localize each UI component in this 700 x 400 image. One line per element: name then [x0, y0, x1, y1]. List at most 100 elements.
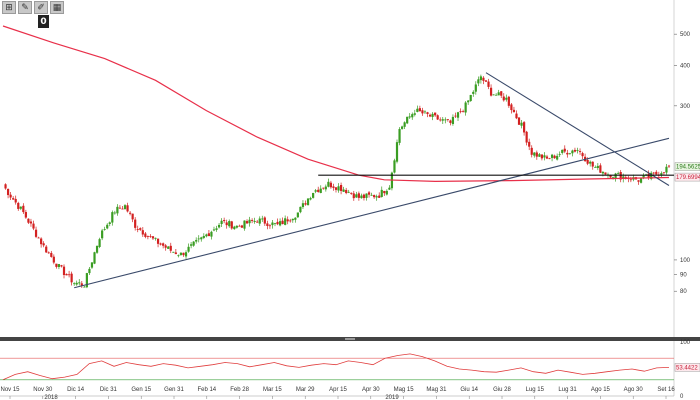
candle-body	[332, 186, 335, 188]
candle-body	[238, 225, 241, 227]
pen-icon: ✐	[37, 2, 45, 13]
candle-body	[619, 172, 622, 180]
x-tick-label: Dic 31	[100, 387, 118, 393]
candle-body	[568, 153, 571, 155]
candle-body	[289, 220, 292, 222]
rsi-tick-label: 0	[680, 394, 684, 400]
candle-body	[192, 241, 195, 246]
candle-body	[131, 213, 134, 220]
x-tick-label: Lug 31	[558, 387, 577, 393]
candle-body	[436, 115, 439, 120]
candle-body	[345, 189, 348, 194]
candle-body	[47, 252, 50, 254]
tb-btn-3[interactable]: ▦	[50, 1, 64, 14]
candle-body	[367, 192, 371, 195]
candle-body	[601, 171, 605, 174]
candle-body	[474, 84, 477, 92]
candle-body	[586, 159, 589, 164]
candle-body	[9, 194, 12, 198]
x-tick-label: Mag 31	[426, 387, 447, 393]
candle-body	[561, 149, 564, 153]
candle-body	[553, 155, 556, 159]
x-tick-label: Ago 15	[591, 387, 611, 393]
candle-body	[507, 96, 510, 106]
candle-body	[182, 252, 185, 256]
candle-body	[655, 171, 658, 175]
candle-body	[139, 228, 142, 230]
rsi-line	[2, 353, 670, 381]
candle-body	[329, 182, 333, 188]
candle-body	[212, 229, 216, 231]
candle-body	[512, 109, 516, 113]
candle-body	[525, 131, 528, 143]
candle-body	[464, 102, 467, 113]
indicator-badge[interactable]: 0	[38, 15, 49, 28]
candle-body	[461, 111, 465, 113]
x-tick-label: Gen 15	[131, 387, 151, 393]
candle-body	[604, 172, 607, 175]
trendline	[485, 72, 670, 186]
candle-body	[339, 185, 343, 191]
year-label: 2018	[44, 395, 58, 400]
candle-body	[217, 224, 221, 228]
candle-body	[220, 220, 223, 225]
candle-body	[434, 112, 437, 116]
candle-body	[184, 252, 188, 257]
x-tick-label: Apr 30	[362, 387, 380, 393]
candle-body	[151, 236, 155, 239]
y-tick-label: 100	[680, 258, 691, 264]
candle-body	[22, 205, 25, 213]
candle-body	[456, 112, 460, 118]
candle-body	[479, 76, 482, 81]
candle-body	[57, 264, 61, 267]
candle-body	[535, 152, 538, 157]
candle-body	[510, 104, 513, 111]
pencil-icon: ✎	[21, 2, 29, 13]
candle-body	[230, 221, 233, 229]
candle-body	[106, 224, 109, 229]
tb-btn-2[interactable]: ✐	[34, 1, 48, 14]
candle-body	[373, 195, 376, 198]
candle-body	[545, 156, 549, 159]
candle-body	[378, 195, 381, 198]
candle-body	[573, 149, 577, 152]
candle-body	[533, 152, 536, 156]
candle-body	[90, 262, 94, 268]
candle-body	[93, 252, 96, 264]
candle-body	[576, 150, 579, 151]
candle-body	[395, 142, 399, 162]
candle-body	[517, 117, 521, 125]
candle-body	[642, 175, 645, 178]
candle-body	[578, 151, 582, 153]
candle-body	[375, 196, 378, 198]
rsi-tick-label: 100	[680, 340, 691, 346]
candle-body	[439, 119, 442, 121]
tb-btn-1[interactable]: ✎	[18, 1, 32, 14]
candle-body	[164, 245, 167, 248]
candle-body	[472, 91, 475, 94]
candle-body	[210, 231, 213, 237]
candle-body	[322, 187, 325, 189]
candle-body	[271, 222, 274, 226]
candle-body	[304, 203, 307, 205]
candle-body	[563, 148, 566, 152]
candle-body	[266, 223, 269, 226]
candle-body	[296, 212, 299, 218]
x-tick-label: Mar 29	[296, 387, 315, 393]
candle-body	[103, 229, 106, 230]
x-tick-label: Giu 28	[493, 387, 511, 393]
tb-btn-0[interactable]: ⊞	[2, 1, 16, 14]
candle-body	[6, 188, 10, 196]
candle-body	[17, 202, 20, 209]
candle-body	[126, 205, 129, 212]
x-tick-label: Mar 15	[263, 387, 282, 393]
candle-body	[195, 239, 198, 242]
candle-body	[245, 221, 249, 224]
candle-body	[177, 255, 180, 257]
last-price-tag-text: 194.5625	[676, 165, 700, 171]
last-price-tag: 194.5625	[674, 162, 700, 171]
candle-body	[495, 94, 498, 96]
candle-body	[134, 219, 137, 228]
